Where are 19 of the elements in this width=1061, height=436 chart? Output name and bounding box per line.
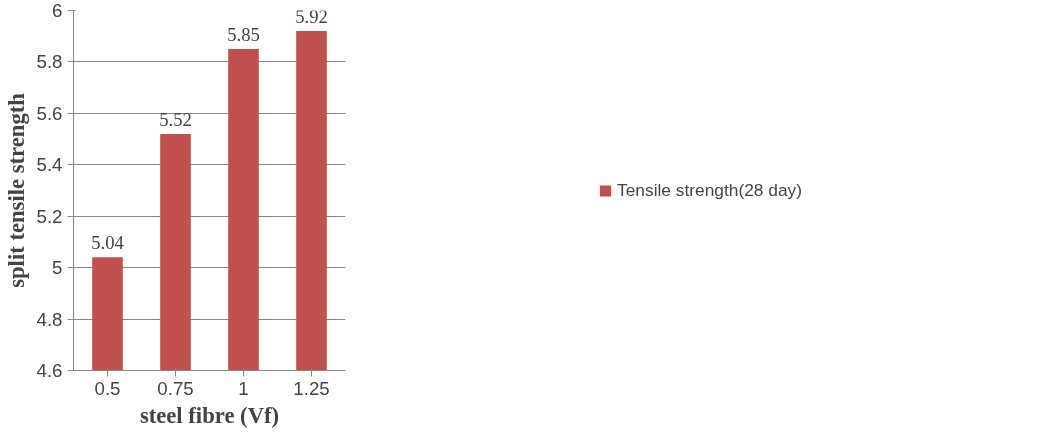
y-tick-label: 5.2: [36, 205, 63, 227]
x-tick-label: 1.25: [293, 377, 330, 399]
y-axis-title: split tensile strength: [3, 92, 29, 288]
data-label: 5.92: [295, 6, 328, 28]
legend-label: Tensile strength(28 day): [617, 179, 802, 201]
y-tick-label: 4.6: [36, 360, 63, 381]
x-tick-label: 0.5: [94, 377, 121, 399]
data-label: 5.04: [91, 232, 125, 254]
x-tick-label: 0.75: [157, 377, 194, 399]
data-label: 5.52: [159, 108, 192, 130]
y-tick-label: 4.8: [36, 308, 63, 330]
data-label: 5.85: [227, 24, 260, 46]
x-tick-label: 1: [238, 377, 249, 399]
x-axis-title: steel fibre (Vf): [139, 402, 280, 428]
y-tick-label: 6: [52, 0, 63, 21]
y-tick-label: 5.8: [36, 51, 63, 73]
y-tick-label: 5: [52, 257, 63, 279]
y-tick-label: 5.4: [36, 154, 63, 176]
y-tick-label: 5.6: [36, 102, 63, 124]
